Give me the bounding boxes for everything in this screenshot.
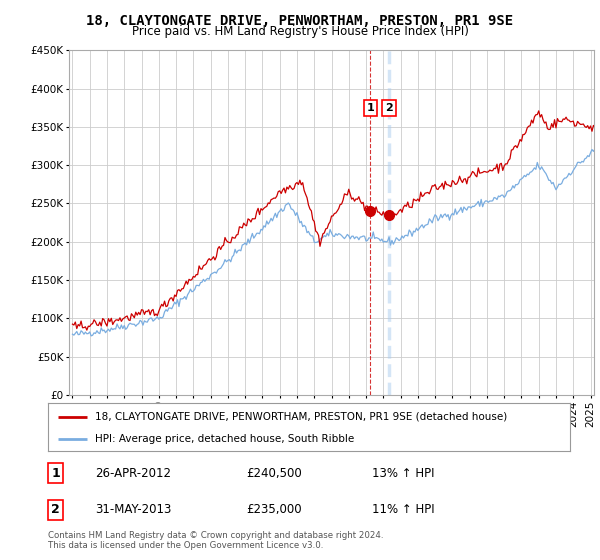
Text: 11% ↑ HPI: 11% ↑ HPI — [371, 503, 434, 516]
Text: 1: 1 — [52, 466, 60, 479]
Text: Contains HM Land Registry data © Crown copyright and database right 2024.
This d: Contains HM Land Registry data © Crown c… — [48, 530, 383, 550]
Text: 1: 1 — [367, 103, 374, 113]
Text: Price paid vs. HM Land Registry's House Price Index (HPI): Price paid vs. HM Land Registry's House … — [131, 25, 469, 38]
Text: 26-APR-2012: 26-APR-2012 — [95, 466, 171, 479]
Text: £240,500: £240,500 — [247, 466, 302, 479]
Text: 2: 2 — [385, 103, 393, 113]
Text: 18, CLAYTONGATE DRIVE, PENWORTHAM, PRESTON, PR1 9SE: 18, CLAYTONGATE DRIVE, PENWORTHAM, PREST… — [86, 14, 514, 28]
Text: 13% ↑ HPI: 13% ↑ HPI — [371, 466, 434, 479]
Text: 18, CLAYTONGATE DRIVE, PENWORTHAM, PRESTON, PR1 9SE (detached house): 18, CLAYTONGATE DRIVE, PENWORTHAM, PREST… — [95, 412, 507, 422]
Text: HPI: Average price, detached house, South Ribble: HPI: Average price, detached house, Sout… — [95, 434, 354, 444]
Text: 31-MAY-2013: 31-MAY-2013 — [95, 503, 172, 516]
Text: 2: 2 — [52, 503, 60, 516]
Text: £235,000: £235,000 — [247, 503, 302, 516]
